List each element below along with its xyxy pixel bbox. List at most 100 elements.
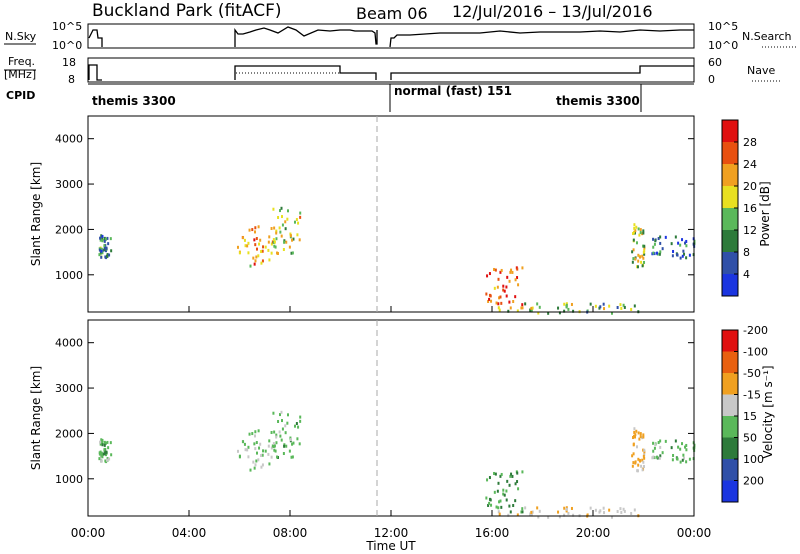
colorbar-tick-label: 8	[743, 246, 750, 259]
power-cell	[500, 301, 503, 305]
velocity-cell	[495, 505, 498, 509]
power-cell	[502, 288, 505, 292]
power-cell	[277, 215, 280, 219]
power-cell	[264, 245, 267, 249]
cpid-panel: CPID themis 3300 normal (fast) 151 themi…	[6, 83, 694, 112]
velocity-cell	[659, 445, 662, 449]
velocity-cell	[641, 468, 644, 472]
velocity-cell	[516, 513, 519, 517]
velocity-cell	[490, 503, 493, 507]
power-cell	[683, 252, 686, 256]
time-tick-label: 04:00	[172, 526, 207, 540]
colorbar-cell	[722, 437, 738, 459]
colorbar-cell	[722, 330, 738, 352]
range-tick-label: 3000	[55, 382, 83, 395]
power-cell	[510, 268, 513, 272]
power-cell	[670, 242, 673, 246]
velocity-cell	[679, 447, 682, 451]
velocity-cell	[101, 443, 104, 447]
velocity-cell	[639, 432, 642, 436]
velocity-cell	[506, 479, 509, 483]
velocity-cell	[503, 493, 506, 497]
power-cell	[632, 257, 635, 261]
power-cell	[295, 218, 298, 222]
velocity-cell	[635, 445, 638, 449]
power-cell	[275, 231, 278, 235]
time-tick-label: 00:00	[677, 526, 712, 540]
power-cell	[632, 248, 635, 252]
colorbar-tick-label: -200	[743, 324, 768, 337]
velocity-cell	[275, 441, 278, 445]
velocity-cell	[643, 464, 646, 468]
time-tick-label: 08:00	[273, 526, 308, 540]
velocity-cell	[254, 430, 257, 434]
power-cell	[289, 232, 292, 236]
power-cell	[273, 244, 276, 248]
velocity-cell	[531, 510, 534, 514]
power-cell	[268, 258, 271, 262]
range-tick-label: 3000	[55, 178, 83, 191]
power-cell	[103, 248, 106, 252]
velocity-cell	[262, 449, 265, 453]
power-cell	[494, 268, 497, 272]
velocity-cell	[286, 413, 289, 417]
velocity-cell	[643, 448, 646, 452]
date-range: 12/Jul/2016 – 13/Jul/2016	[452, 2, 653, 21]
velocity-cell	[516, 471, 519, 475]
power-cell	[565, 302, 568, 306]
velocity-cell	[100, 451, 103, 455]
velocity-cell	[659, 439, 662, 443]
power-cell	[281, 223, 284, 227]
velocity-cell	[610, 515, 613, 519]
power-cell	[565, 305, 568, 309]
velocity-cell	[634, 461, 637, 465]
velocity-cell	[247, 445, 250, 449]
cpid-mode-1: themis 3300	[92, 94, 176, 108]
power-cell	[98, 248, 101, 252]
power-cell	[630, 307, 633, 311]
velocity-cell	[685, 460, 688, 464]
velocity-cell	[272, 411, 275, 415]
freq-left-tick-bottom: 8	[68, 73, 75, 86]
velocity-cell	[248, 432, 251, 436]
colorbar-tick-label: 24	[743, 158, 757, 171]
power-colorbar: 4 8 12 16 20 24 28	[721, 119, 757, 297]
velocity-cell	[633, 427, 636, 431]
power-cell	[652, 237, 655, 241]
velocity-cell	[105, 458, 108, 462]
colorbar-cell	[722, 274, 738, 296]
power-cell	[635, 225, 638, 229]
velocity-cell	[254, 447, 257, 451]
power-cell	[643, 244, 646, 248]
power-cell	[599, 305, 602, 309]
velocity-cell	[500, 505, 503, 509]
velocity-cell	[272, 444, 275, 448]
power-cell	[286, 217, 289, 221]
time-tick-label: 20:00	[576, 526, 611, 540]
power-cell	[529, 308, 532, 312]
power-cell	[516, 276, 519, 280]
power-cell	[639, 228, 642, 232]
velocity-cell	[99, 440, 102, 444]
power-cell	[288, 245, 291, 249]
power-cell	[511, 270, 514, 274]
velocity-cell	[656, 455, 659, 459]
power-cell	[275, 237, 278, 241]
power-cell	[495, 301, 498, 305]
freq-trace	[88, 64, 694, 81]
power-cell	[493, 286, 496, 290]
power-cell	[280, 234, 283, 238]
power-cell	[107, 242, 110, 246]
power-cell	[487, 299, 490, 303]
velocity-cell	[273, 430, 276, 434]
velocity-cell	[517, 487, 520, 491]
velocity-cell	[642, 454, 645, 458]
power-cell	[259, 238, 262, 242]
power-cell	[643, 249, 646, 253]
velocity-cell	[508, 483, 511, 487]
velocity-echoes	[98, 410, 696, 519]
velocity-cell	[638, 437, 641, 441]
power-cell	[496, 285, 499, 289]
power-cell	[105, 254, 108, 258]
velocity-cell	[273, 448, 276, 452]
